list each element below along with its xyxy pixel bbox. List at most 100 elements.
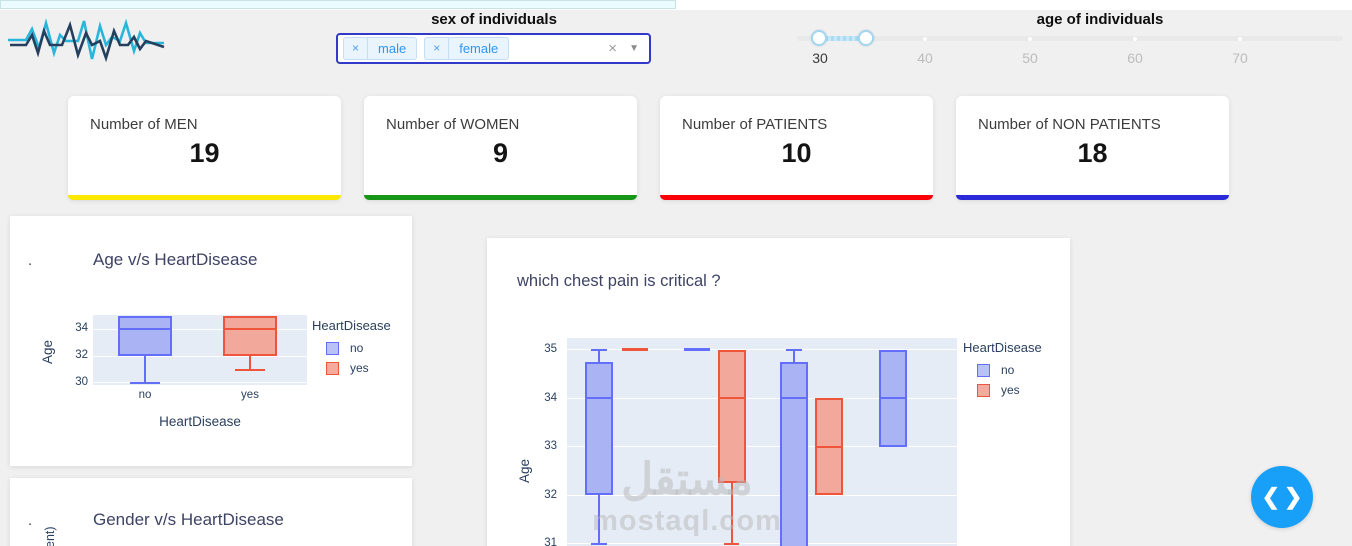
box (223, 315, 277, 357)
chip-remove-icon[interactable]: × (344, 38, 369, 59)
clear-all-icon[interactable]: × (608, 40, 617, 57)
corner-dot: . (28, 512, 33, 529)
legend-swatch-no (326, 341, 339, 355)
gridline (93, 355, 307, 357)
legend-item-no[interactable]: no (963, 363, 1042, 377)
legend-label: yes (1001, 383, 1020, 397)
y-tick: 35 (544, 343, 557, 355)
chevron-right-icon: ❯ (1284, 484, 1303, 509)
legend-swatch-yes (977, 383, 990, 397)
chip-remove-icon[interactable]: × (425, 38, 450, 59)
whisker-cap (723, 542, 740, 545)
chevron-left-icon: ❮ (1261, 484, 1280, 509)
chevron-down-icon[interactable]: ▼ (629, 43, 639, 54)
slider-handle-max[interactable] (858, 30, 874, 46)
median-line (585, 397, 613, 400)
slider-label: 40 (917, 50, 933, 66)
box-flat-line (621, 348, 648, 352)
legend-label: no (1001, 363, 1015, 377)
chip-label: male (378, 41, 407, 56)
y-tick: 34 (75, 322, 88, 334)
box (585, 362, 613, 496)
carousel-nav-button[interactable]: ❮ ❯ (1251, 466, 1313, 528)
age-range-slider[interactable]: 30 40 50 60 70 (797, 30, 1343, 68)
stat-value: 10 (781, 138, 812, 168)
card-age-vs-heartdisease: . Age v/s HeartDisease 34 32 30 Age no y… (10, 216, 412, 466)
chart-title: Age v/s HeartDisease (93, 250, 258, 269)
legend-item-no[interactable]: no (312, 341, 391, 355)
sex-dropdown[interactable]: × male × female × ▼ (336, 33, 651, 64)
top-white-strip (0, 0, 1352, 10)
boxplot-chest-pain (567, 338, 957, 546)
gridline (93, 328, 307, 330)
top-cyan-strip (0, 0, 676, 9)
whisker-cap (235, 368, 265, 371)
box-flat-line (683, 348, 710, 352)
card-gender-vs-heartdisease: . ent) Gender v/s HeartDisease (10, 478, 412, 546)
whisker-line (249, 356, 251, 370)
legend-item-yes[interactable]: yes (963, 383, 1042, 397)
whisker-cap (591, 542, 607, 545)
legend: HeartDisease no yes (963, 340, 1042, 403)
y-tick: 34 (544, 392, 557, 404)
whisker-cap (786, 348, 802, 351)
y-tick: 33 (544, 440, 557, 452)
slider-tick-dot (923, 36, 927, 41)
whisker-line (598, 349, 600, 363)
slider-label: 60 (1127, 50, 1143, 66)
median-line (118, 328, 172, 331)
whisker-cap (591, 348, 607, 351)
stat-value: 18 (1077, 138, 1108, 168)
y-axis-title: Age (517, 458, 532, 483)
whisker-cap (130, 381, 160, 384)
box (717, 349, 746, 484)
slider-label: 70 (1232, 50, 1248, 66)
gridline (567, 349, 957, 351)
stat-label: Number of PATIENTS (682, 116, 828, 133)
chart-title: which chest pain is critical ? (517, 272, 721, 290)
y-axis-title-fragment: ent) (43, 526, 57, 546)
box (780, 362, 808, 546)
median-line (717, 397, 746, 400)
boxplot-age-vs-heartdisease (93, 315, 307, 385)
y-tick: 30 (75, 376, 88, 388)
stat-card-women: Number of WOMEN 9 (364, 96, 637, 200)
whisker-line (793, 349, 795, 363)
age-filter-label: age of individuals (1036, 11, 1164, 28)
legend-item-yes[interactable]: yes (312, 361, 391, 375)
y-tick: 31 (544, 537, 557, 546)
x-tick: yes (241, 389, 259, 401)
legend-label: yes (350, 361, 369, 375)
legend-title: HeartDisease (312, 318, 391, 333)
median-line (815, 445, 843, 448)
whisker-line (598, 495, 600, 544)
chip-male[interactable]: × male (343, 37, 418, 60)
heartbeat-logo (8, 18, 165, 63)
stat-card-non-patients: Number of NON PATIENTS 18 (956, 96, 1229, 200)
legend: HeartDisease no yes (312, 318, 391, 381)
stat-card-patients: Number of PATIENTS 10 (660, 96, 933, 200)
legend-swatch-yes (326, 361, 339, 375)
slider-label: 50 (1022, 50, 1038, 66)
legend-title: HeartDisease (963, 340, 1042, 355)
slider-handle-min[interactable] (811, 30, 827, 46)
gridline (567, 494, 957, 496)
slider-tick-dot (1133, 36, 1137, 41)
slider-label: 30 (812, 50, 828, 66)
stat-color-bar (68, 195, 341, 200)
chip-label: female (459, 41, 499, 56)
slider-tick-dot (1238, 36, 1242, 41)
whisker-line (144, 356, 146, 383)
gridline (93, 382, 307, 384)
gridline (567, 397, 957, 399)
box (118, 315, 172, 357)
stat-label: Number of WOMEN (386, 116, 520, 133)
stat-label: Number of MEN (90, 116, 198, 133)
whisker-line (730, 483, 733, 544)
y-axis-title: Age (40, 339, 55, 364)
y-tick: 32 (544, 489, 557, 501)
slider-track[interactable] (797, 36, 1343, 41)
card-chest-pain: which chest pain is critical ? 35 34 33 … (487, 238, 1070, 546)
stat-value: 19 (189, 138, 220, 168)
chip-female[interactable]: × female (424, 37, 510, 60)
